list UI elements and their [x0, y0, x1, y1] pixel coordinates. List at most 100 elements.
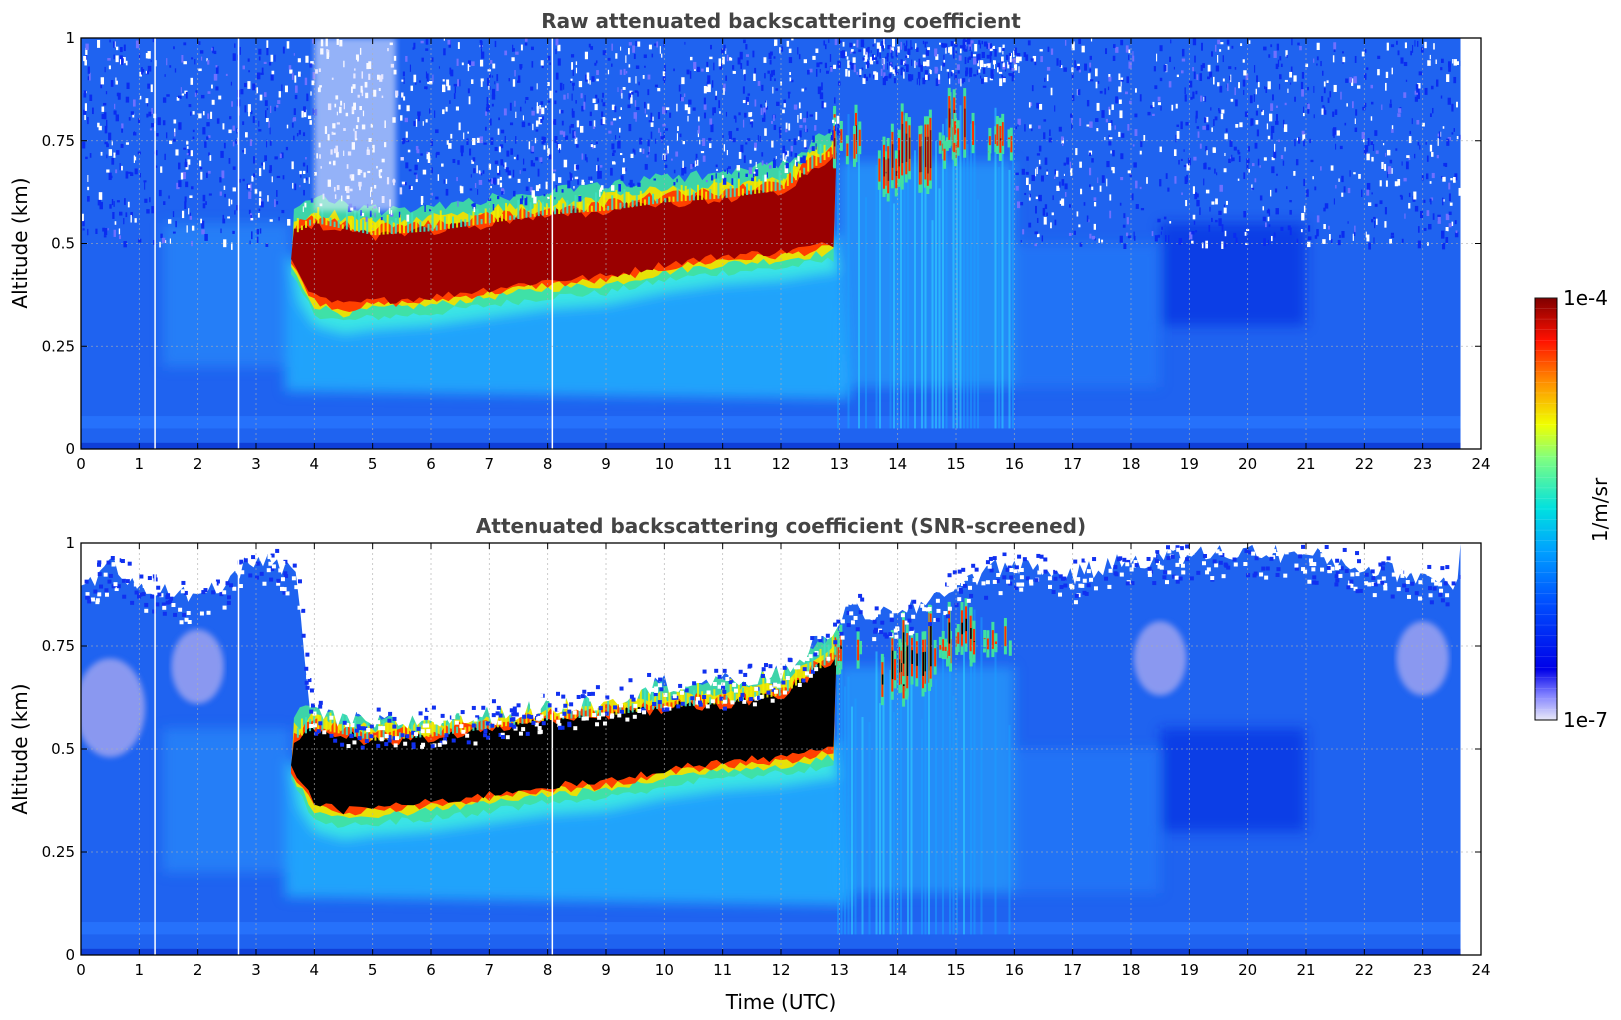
- y-tick-label: 1: [65, 534, 75, 552]
- colorbar-min-label: 1e-7: [1563, 708, 1608, 732]
- streak: [998, 167, 1000, 429]
- streak: [942, 123, 944, 429]
- streak: [1008, 725, 1011, 935]
- x-tick-label: 11: [713, 961, 732, 979]
- cloud-tufts: [832, 87, 1013, 202]
- streak: [945, 118, 948, 429]
- x-axis-label: Time (UTC): [725, 990, 837, 1014]
- streak: [875, 164, 878, 429]
- streak: [893, 203, 895, 429]
- grid: [81, 38, 1481, 449]
- screened-mask: [81, 543, 1464, 758]
- tuft: [1008, 640, 1012, 656]
- streak: [865, 197, 867, 429]
- streak: [907, 685, 909, 935]
- x-tick-label: 8: [543, 961, 553, 979]
- streak: [942, 614, 944, 935]
- streak: [935, 679, 937, 935]
- streak: [868, 722, 871, 935]
- streak: [1008, 169, 1011, 429]
- streak: [879, 703, 881, 935]
- y-axis: 0 0.25 0.5 0.75 1: [42, 29, 1481, 458]
- streak: [847, 114, 850, 429]
- low-snr-patch: [81, 658, 146, 758]
- streak: [1012, 135, 1014, 429]
- streak: [900, 130, 902, 429]
- streak: [889, 170, 892, 429]
- streak: [879, 188, 881, 429]
- colorbar-scale: [1534, 297, 1558, 721]
- streak: [980, 617, 983, 935]
- colorbar-max-label: 1e-4: [1563, 286, 1608, 310]
- x-tick-label: 2: [193, 961, 203, 979]
- x-tick-label: 19: [1180, 961, 1199, 979]
- streak: [931, 220, 934, 429]
- x-tick-label: 3: [251, 455, 261, 473]
- x-axis: 0 1 2 3 4 5 6 7 8 9 10 11 12 13 14 15 16 17 18 19 20 21 22 23 24: [76, 38, 1491, 473]
- x-tick-label: 20: [1238, 455, 1257, 473]
- streak: [938, 188, 941, 429]
- streak: [963, 111, 965, 429]
- x-tick-label: 7: [485, 961, 495, 979]
- streak: [924, 173, 927, 429]
- streak: [924, 644, 927, 935]
- x-tick-label: 10: [655, 455, 674, 473]
- streak: [893, 711, 895, 935]
- streak: [889, 669, 892, 935]
- x-tick-label: 0: [76, 961, 86, 979]
- x-tick-label: 4: [310, 455, 320, 473]
- x-tick-label: 8: [543, 455, 553, 473]
- y-tick-label: 1: [65, 29, 75, 47]
- x-axis: 0 1 2 3 4 5 6 7 8 9 10 11 12 13 14 15 16 17 18 19 20 21 22 23 24: [76, 543, 1491, 979]
- y-tick-label: 0.25: [42, 843, 75, 861]
- colorbar: 1e-4 1e-7 1/m/sr: [1534, 286, 1612, 732]
- y-tick-label: 0.5: [51, 235, 75, 253]
- y-tick-label: 0: [65, 946, 75, 964]
- streak: [994, 650, 997, 935]
- x-tick-label: 0: [76, 455, 86, 473]
- low-snr-patch: [1133, 621, 1187, 696]
- streak: [994, 107, 997, 429]
- streak: [900, 667, 902, 935]
- streak: [903, 115, 906, 429]
- streak: [914, 150, 916, 429]
- y-axis: 0 0.25 0.5 0.75 1: [42, 534, 1481, 964]
- streak: [844, 686, 846, 935]
- streak: [949, 632, 951, 935]
- streak: [837, 664, 839, 935]
- streak: [973, 609, 976, 935]
- x-tick-label: 15: [946, 455, 965, 473]
- streak: [896, 708, 899, 935]
- y-tick-label: 0.75: [42, 132, 75, 150]
- x-tick-label: 9: [601, 455, 611, 473]
- x-tick-label: 4: [310, 961, 320, 979]
- x-tick-label: 18: [1121, 455, 1140, 473]
- heatmap-raw: [81, 38, 1481, 449]
- streak: [970, 627, 972, 935]
- x-tick-label: 1: [135, 455, 145, 473]
- x-tick-label: 1: [135, 961, 145, 979]
- streak: [854, 698, 857, 935]
- streak: [977, 199, 979, 429]
- streak: [956, 718, 958, 935]
- streak: [963, 632, 965, 935]
- x-tick-label: 17: [1063, 455, 1082, 473]
- y-tick-label: 0.25: [42, 337, 75, 355]
- x-tick-label: 17: [1063, 961, 1082, 979]
- ground-line: [81, 948, 1461, 955]
- colorbar-unit-label: 1/m/sr: [1588, 477, 1612, 542]
- x-tick-label: 15: [946, 961, 965, 979]
- y-tick-label: 0: [65, 440, 75, 458]
- white-noise-patch: [314, 38, 396, 211]
- near-ground-band: [81, 922, 1461, 935]
- y-axis-label: Altitude (km): [8, 683, 32, 814]
- x-tick-label: 16: [1005, 455, 1024, 473]
- streak: [952, 154, 955, 429]
- noise-region: [81, 38, 1464, 250]
- heatmap-screened: [81, 543, 1481, 955]
- chart-title: Raw attenuated backscattering coefficien…: [541, 9, 1021, 33]
- aerosol-glow: [162, 161, 1306, 400]
- x-tick-label: 5: [368, 455, 378, 473]
- tuft: [982, 648, 986, 653]
